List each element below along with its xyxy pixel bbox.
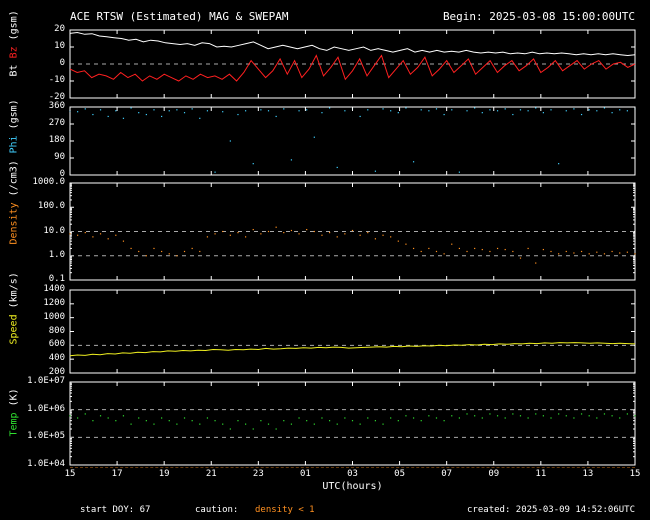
ytick-label: 180 (25, 135, 65, 145)
ytick-label: 600 (25, 339, 65, 349)
ytick-label: 1400 (25, 284, 65, 294)
ytick-label: 0 (25, 58, 65, 68)
ylabel-density: Density (/cm3) (9, 216, 20, 244)
ytick-label: 1.0E+04 (25, 459, 65, 469)
footer-caution-density: density < 1 (255, 505, 315, 515)
xtick-label: 23 (253, 469, 264, 479)
ytick-label: 100.0 (25, 201, 65, 211)
ytick-label: 1.0E+07 (25, 376, 65, 386)
xtick-label: 15 (65, 469, 76, 479)
ytick-label: 1.0E+06 (25, 404, 65, 414)
ytick-label: 270 (25, 118, 65, 128)
chart-svg (0, 0, 650, 520)
ytick-label: 20 (25, 24, 65, 34)
xtick-label: 17 (112, 469, 123, 479)
xtick-label: 03 (347, 469, 358, 479)
ytick-label: 400 (25, 353, 65, 363)
ytick-label: 1000 (25, 312, 65, 322)
xtick-label: 07 (441, 469, 452, 479)
xtick-label: 01 (300, 469, 311, 479)
ytick-label: 1.0E+05 (25, 431, 65, 441)
ytick-label: 1000.0 (25, 177, 65, 187)
footer-start-doy: start DOY: 67 (80, 505, 150, 515)
xtick-label: 21 (206, 469, 217, 479)
ytick-label: 360 (25, 101, 65, 111)
xtick-label: 15 (630, 469, 641, 479)
ylabel-temp: Temp (K) (9, 408, 20, 436)
ylabel-phi: Phi (gsm) (9, 126, 20, 154)
xtick-label: 11 (535, 469, 546, 479)
ytick-label: 1.0 (25, 250, 65, 260)
ytick-label: 10.0 (25, 226, 65, 236)
xtick-label: 13 (582, 469, 593, 479)
ylabel-speed: Speed (km/s) (9, 316, 20, 344)
ytick-label: 1200 (25, 298, 65, 308)
ytick-label: 800 (25, 326, 65, 336)
footer-caution-label: caution: (195, 505, 238, 515)
caution-dash (70, 467, 635, 469)
footer-created: created: 2025-03-09 14:52:06UTC (467, 505, 635, 515)
ytick-label: -10 (25, 75, 65, 85)
xtick-label: 05 (394, 469, 405, 479)
ytick-label: 90 (25, 152, 65, 162)
ytick-label: 10 (25, 41, 65, 51)
ylabel-bt-bz: Bt Bz (gsm) (9, 49, 20, 77)
xtick-label: 09 (488, 469, 499, 479)
xaxis-label: UTC(hours) (322, 481, 382, 492)
xtick-label: 19 (159, 469, 170, 479)
ytick-label: 0.1 (25, 274, 65, 284)
